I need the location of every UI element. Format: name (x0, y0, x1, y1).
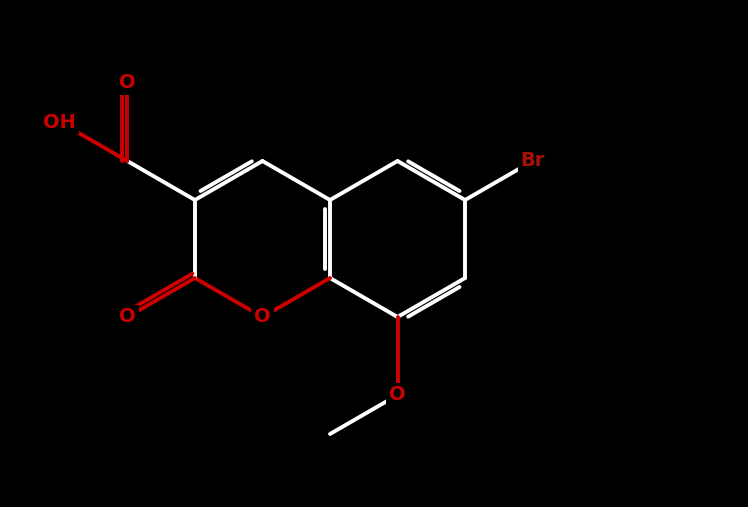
Text: OH: OH (43, 113, 76, 131)
Text: O: O (119, 74, 135, 92)
Text: O: O (254, 308, 271, 327)
Text: Br: Br (521, 152, 545, 170)
Text: O: O (119, 308, 135, 327)
Text: O: O (389, 385, 406, 405)
